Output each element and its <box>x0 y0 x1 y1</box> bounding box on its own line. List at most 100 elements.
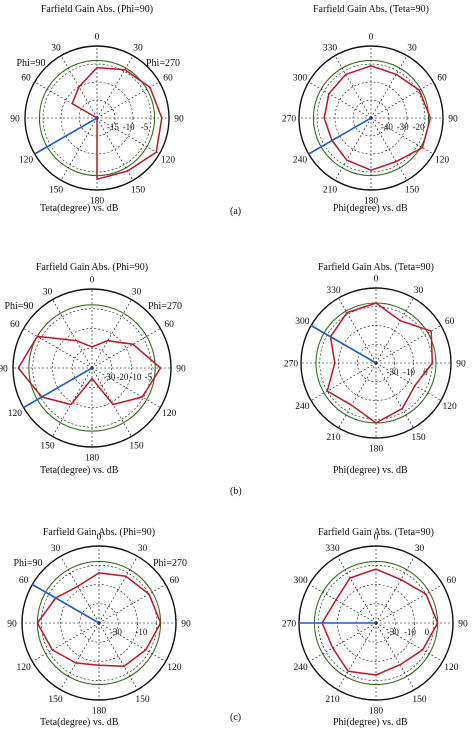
angle-tick-label: 150 <box>49 186 64 196</box>
angle-tick-label: 180 <box>369 445 384 455</box>
angle-tick-label: 300 <box>293 74 308 84</box>
grid-spoke <box>60 556 100 624</box>
angle-tick-label: 120 <box>435 156 450 166</box>
grid-spoke <box>375 362 442 401</box>
angle-tick-label: 300 <box>294 576 309 586</box>
angle-tick-label: 0 <box>374 533 379 543</box>
angle-tick-label: 30 <box>138 544 148 554</box>
grid-spoke <box>338 297 377 364</box>
grid-spoke <box>98 622 166 662</box>
grid-ring-0 <box>79 603 119 643</box>
grid-ring-0 <box>71 347 113 389</box>
grid-ring-1 <box>52 328 132 408</box>
side-label-left: Phi=90 <box>14 558 43 569</box>
grid-spoke <box>309 584 377 624</box>
caption-a-left: Teta(degree) vs. dB <box>40 203 119 214</box>
angle-tick-label: 120 <box>19 156 34 166</box>
grid-ring-1 <box>60 584 138 662</box>
grid-spoke <box>375 584 443 624</box>
angle-tick-label: 180 <box>369 707 384 717</box>
grid-spoke <box>91 367 161 408</box>
outer-ring <box>24 45 170 191</box>
angle-tick-label: 60 <box>437 74 447 84</box>
angle-tick-label: 90 <box>174 115 184 125</box>
angle-tick-label: 120 <box>167 663 182 673</box>
angle-tick-label: 30 <box>132 287 142 297</box>
grid-ring-2 <box>32 308 152 428</box>
grid-spoke <box>98 584 166 624</box>
angle-tick-label: 60 <box>170 576 180 586</box>
side-label-left: Phi=90 <box>5 301 34 312</box>
chart-title: Farfield Gain Abs. (Teta=90) <box>318 527 434 538</box>
angle-tick-label: 90 <box>448 115 458 125</box>
angle-tick-label: 30 <box>415 544 425 554</box>
angle-tick-label: 0 <box>374 275 379 285</box>
chart-title: Farfield Gain Abs. (Phi=90) <box>36 262 148 273</box>
grid-spoke <box>370 55 408 119</box>
panel-label-a: (a) <box>230 206 242 217</box>
radial-tick-label: -20 <box>413 122 425 132</box>
angle-tick-label: 270 <box>282 115 297 125</box>
angle-tick-label: 0 <box>95 33 100 43</box>
grid-spoke <box>375 297 414 364</box>
caption-b-left: Teta(degree) vs. dB <box>40 465 119 476</box>
angle-tick-label: 60 <box>19 576 29 586</box>
angle-tick-label: 240 <box>294 663 309 673</box>
angle-tick-label: 210 <box>326 433 341 443</box>
grid-spoke <box>375 556 415 624</box>
radial-tick-label: -10 <box>123 122 135 132</box>
side-label-right: Phi=270 <box>148 301 182 312</box>
angle-tick-label: 120 <box>161 156 176 166</box>
grid-spoke <box>52 367 93 437</box>
angle-tick-label: 120 <box>444 663 459 673</box>
angle-tick-label: 120 <box>162 409 177 419</box>
grid-spoke <box>334 117 372 181</box>
grid-spoke <box>375 362 414 429</box>
caption-b-right: Phi(degree) vs. dB <box>333 465 408 476</box>
angle-tick-label: 90 <box>176 365 186 375</box>
angle-tick-label: 270 <box>284 360 299 370</box>
angle-tick-label: 60 <box>445 317 455 327</box>
angle-tick-label: 120 <box>442 402 457 412</box>
angle-tick-label: 240 <box>293 156 308 166</box>
polar-plot-c-phi90: Farfield Gain Abs. (Phi=90)0 30 60 90 120 150… <box>7 527 191 717</box>
chart-title: Farfield Gain Abs. (Phi=90) <box>41 4 153 15</box>
gain-trace-series <box>321 568 439 676</box>
angle-tick-label: 150 <box>131 186 146 196</box>
radial-tick-label: -10 <box>404 627 416 637</box>
radial-tick-label: -40 <box>381 122 393 132</box>
angle-tick-label: 30 <box>43 287 53 297</box>
grid-spoke <box>98 556 138 624</box>
radial-tick-label: -30 <box>387 367 399 377</box>
caption-c-right: Phi(degree) vs. dB <box>333 717 408 728</box>
side-label-right: Phi=270 <box>153 558 187 569</box>
grid-spoke <box>337 622 377 690</box>
gain-trace-series <box>323 65 432 171</box>
grid-spoke <box>309 622 377 662</box>
angle-tick-label: 300 <box>295 317 310 327</box>
grid-spoke <box>91 299 132 369</box>
radial-tick-label: -30 <box>397 122 409 132</box>
grid-spoke <box>23 328 93 369</box>
grid-spoke <box>60 622 100 690</box>
angle-tick-label: 0 <box>369 33 374 43</box>
panel-label-b: (b) <box>230 486 242 497</box>
grid-spoke <box>52 299 93 369</box>
gain-trace-series <box>17 335 162 406</box>
grid-ring-0 <box>356 343 396 383</box>
grid-spoke <box>96 117 160 155</box>
main-lobe-line <box>34 117 98 155</box>
radial-tick-label: -30 <box>103 372 115 382</box>
angle-tick-label: 30 <box>51 43 61 53</box>
side-label-left: Phi=90 <box>17 58 46 69</box>
grid-spoke <box>91 367 132 437</box>
main-lobe-line <box>23 367 93 409</box>
angle-tick-label: 0 <box>90 276 95 286</box>
angle-tick-label: 90 <box>458 620 468 630</box>
angle-tick-label: 90 <box>456 360 466 370</box>
radial-tick-label: -10 <box>403 367 415 377</box>
angle-tick-label: 150 <box>129 442 144 452</box>
angle-tick-label: 60 <box>164 320 174 330</box>
angle-tick-label: 30 <box>51 544 61 554</box>
